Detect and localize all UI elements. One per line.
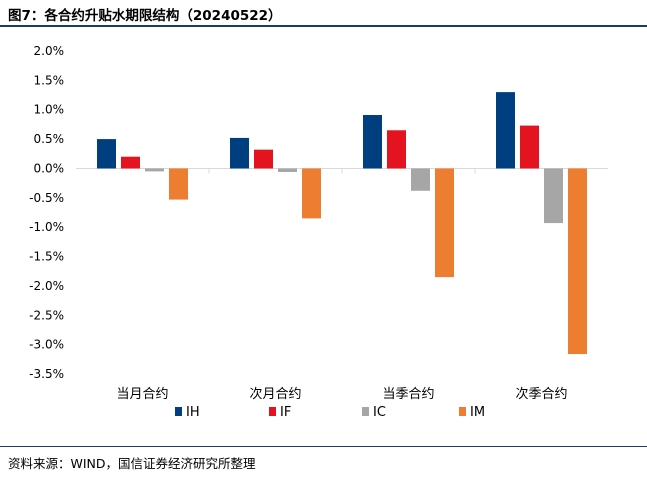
bar-ic-1	[278, 168, 297, 172]
legend-label-ih: IH	[186, 405, 200, 420]
x-tick-label: 次月合约	[249, 386, 301, 402]
y-tick-label: -1.0%	[29, 220, 64, 234]
bar-im-3	[568, 168, 587, 355]
bar-im-2	[435, 168, 454, 278]
bar-if-1	[254, 149, 273, 169]
bar-ih-3	[496, 92, 515, 169]
source-note: 资料来源：WIND，国信证券经济研究所整理	[8, 456, 256, 471]
x-tick-label: 当季合约	[382, 387, 434, 402]
bar-ih-1	[230, 137, 249, 169]
bar-if-2	[387, 130, 406, 169]
bar-im-1	[302, 168, 321, 219]
y-tick-label: 0.0%	[34, 161, 65, 175]
bar-chart: 2.0% 1.5% 1.0% 0.5% 0.0% -0.5% -1.0% -1.5% -2.0%…	[29, 44, 608, 420]
y-tick-label: 1.5%	[34, 73, 65, 87]
bar-ic-2	[411, 168, 430, 191]
x-axis: 当月合约 次月合约 当季合约 次季合约	[116, 386, 567, 402]
legend-label-if: IF	[280, 405, 291, 420]
x-tick-label: 当月合约	[116, 387, 168, 402]
y-tick-label: -3.5%	[29, 367, 64, 381]
y-tick-label: -3.0%	[29, 338, 64, 352]
bottom-rule	[0, 446, 647, 447]
bar-if-0	[121, 156, 140, 169]
category-dividers	[208, 168, 476, 174]
bar-ih-0	[97, 139, 116, 169]
legend-swatch-im	[459, 407, 466, 416]
y-axis: 2.0% 1.5% 1.0% 0.5% 0.0% -0.5% -1.0% -1.5% -2.0%…	[29, 44, 64, 381]
y-tick-label: -1.5%	[29, 250, 64, 264]
y-tick-label: -0.5%	[29, 191, 64, 205]
legend-swatch-ih	[175, 407, 182, 416]
y-tick-label: 1.0%	[34, 103, 65, 117]
legend-label-im: IM	[470, 405, 485, 420]
bar-im-0	[169, 168, 188, 200]
y-tick-label: -2.5%	[29, 308, 64, 322]
top-rule	[0, 25, 647, 27]
bars	[97, 92, 587, 355]
legend-swatch-if	[269, 407, 276, 416]
legend: IH IF IC IM	[175, 405, 485, 420]
bar-ic-0	[145, 168, 164, 172]
x-tick-label: 次季合约	[515, 386, 567, 402]
legend-label-ic: IC	[373, 405, 386, 420]
bar-ih-2	[363, 115, 382, 169]
bar-ic-3	[544, 168, 563, 224]
chart-title: 图7：各合约升贴水期限结构（20240522）	[8, 8, 282, 24]
y-tick-label: 0.5%	[34, 132, 65, 146]
legend-swatch-ic	[362, 407, 369, 416]
bar-if-3	[520, 125, 539, 169]
y-tick-label: 2.0%	[34, 44, 65, 58]
y-tick-label: -2.0%	[29, 279, 64, 293]
